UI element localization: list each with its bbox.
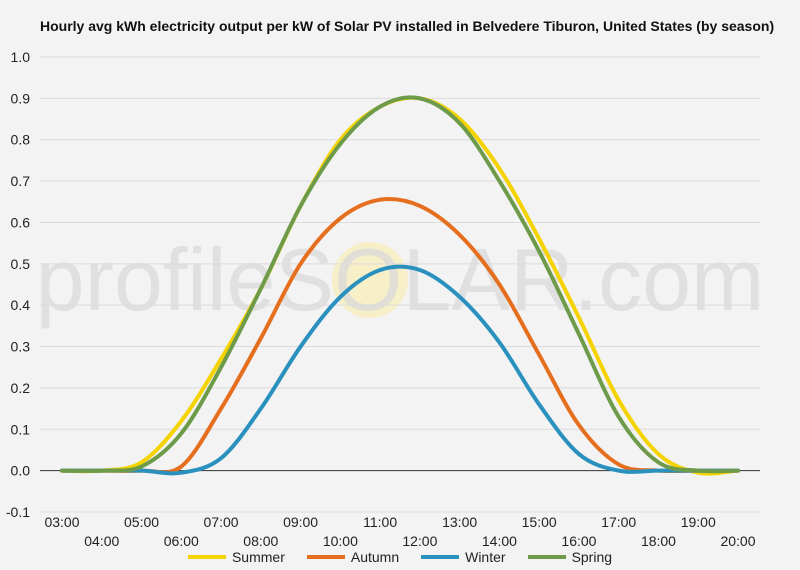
x-tick-label: 11:00 <box>363 514 397 530</box>
legend-item-spring: Spring <box>527 549 613 565</box>
series-line-spring <box>60 95 740 474</box>
x-tick-label: 04:00 <box>84 533 119 549</box>
y-tick-label: 0.3 <box>11 339 31 355</box>
watermark: profileSOLAR.com <box>36 230 765 329</box>
legend-item-summer: Summer <box>187 549 285 565</box>
legend-label: Autumn <box>350 549 400 565</box>
x-tick-label: 07:00 <box>204 514 239 530</box>
x-tick-label: 17:00 <box>601 514 636 530</box>
legend-item-autumn: Autumn <box>306 549 400 565</box>
y-tick-label: 0.1 <box>11 421 31 437</box>
y-tick-label: 0.6 <box>11 214 31 230</box>
y-tick-label: 0.5 <box>11 256 31 272</box>
legend-label: Winter <box>465 549 506 565</box>
x-tick-label: 12:00 <box>402 533 437 549</box>
series-line-winter <box>60 264 740 476</box>
legend-swatch <box>306 555 345 559</box>
legend-label: Spring <box>571 549 613 565</box>
legend-label: Summer <box>231 549 285 565</box>
legend-item-winter: Winter <box>421 549 506 565</box>
legend: Summer Autumn Winter Spring <box>0 549 800 565</box>
x-tick-label: 03:00 <box>44 514 79 530</box>
y-tick-label: -0.1 <box>6 504 30 520</box>
y-tick-label: 1.0 <box>11 49 31 65</box>
x-tick-label: 16:00 <box>561 533 596 549</box>
watermark-sun-icon <box>332 242 408 318</box>
y-tick-label: 0.9 <box>11 90 31 106</box>
x-tick-label: 15:00 <box>522 514 557 530</box>
y-tick-label: 0.8 <box>11 132 31 148</box>
y-tick-label: 0.0 <box>11 463 31 479</box>
x-tick-label: 14:00 <box>482 533 517 549</box>
x-tick-label: 18:00 <box>641 533 676 549</box>
legend-swatch <box>527 555 566 559</box>
legend-swatch <box>187 555 226 559</box>
y-tick-label: 0.2 <box>11 380 31 396</box>
x-tick-label: 09:00 <box>283 514 318 530</box>
y-tick-label: 0.7 <box>11 173 31 189</box>
series-line-autumn <box>60 196 740 475</box>
watermark-text: profileSOLAR.com <box>36 230 765 329</box>
x-tick-label: 05:00 <box>124 514 159 530</box>
y-axis: 1.0 0.9 0.8 0.7 0.6 0.5 0.4 0.3 0.2 0.1 0.0 -0.1 <box>6 49 30 520</box>
series-lines <box>60 95 740 476</box>
chart-title: Hourly avg kWh electricity output per kW… <box>40 18 775 34</box>
x-tick-label: 08:00 <box>243 533 278 549</box>
x-tick-label: 13:00 <box>442 514 477 530</box>
legend-swatch <box>421 555 460 559</box>
x-tick-label: 06:00 <box>164 533 199 549</box>
x-tick-label: 10:00 <box>323 533 358 549</box>
x-tick-label: 20:00 <box>720 533 755 549</box>
y-tick-label: 0.4 <box>11 297 31 313</box>
x-tick-label: 19:00 <box>681 514 716 530</box>
